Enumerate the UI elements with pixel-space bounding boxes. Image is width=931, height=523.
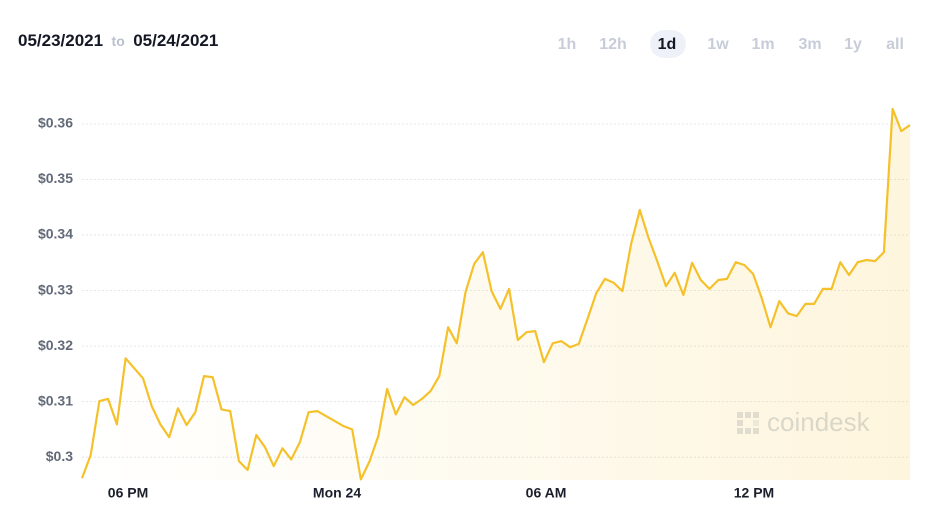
range-button[interactable]: 12h (599, 36, 627, 53)
range-button[interactable]: 1m (751, 36, 774, 53)
x-tick-label: 06 PM (108, 485, 148, 501)
area-fill (82, 108, 910, 481)
y-tick-label: $0.33 (38, 281, 73, 297)
range-button[interactable]: all (886, 36, 904, 53)
range-button[interactable]: 1h (558, 36, 577, 53)
range-button[interactable]: 1w (707, 36, 729, 53)
range-button[interactable]: 3m (798, 36, 821, 53)
date-to: 05/24/2021 (133, 31, 218, 50)
date-sep: to (112, 33, 125, 49)
y-tick-label: $0.31 (38, 392, 73, 408)
x-tick-label: Mon 24 (313, 485, 361, 501)
range-button[interactable]: 1d (658, 36, 677, 53)
date-range: 05/23/2021 to 05/24/2021 (18, 31, 218, 50)
active-pill (650, 30, 686, 58)
range-button[interactable]: 1y (844, 36, 862, 53)
x-tick-label: 12 PM (734, 485, 774, 501)
y-tick-label: $0.3 (46, 448, 73, 464)
y-tick-label: $0.35 (38, 170, 73, 186)
x-tick-label: 06 AM (526, 485, 567, 501)
y-tick-label: $0.32 (38, 337, 73, 353)
y-tick-label: $0.36 (38, 115, 73, 131)
y-tick-label: $0.34 (38, 226, 73, 242)
date-from: 05/23/2021 (18, 31, 103, 50)
price-line (80, 107, 911, 481)
